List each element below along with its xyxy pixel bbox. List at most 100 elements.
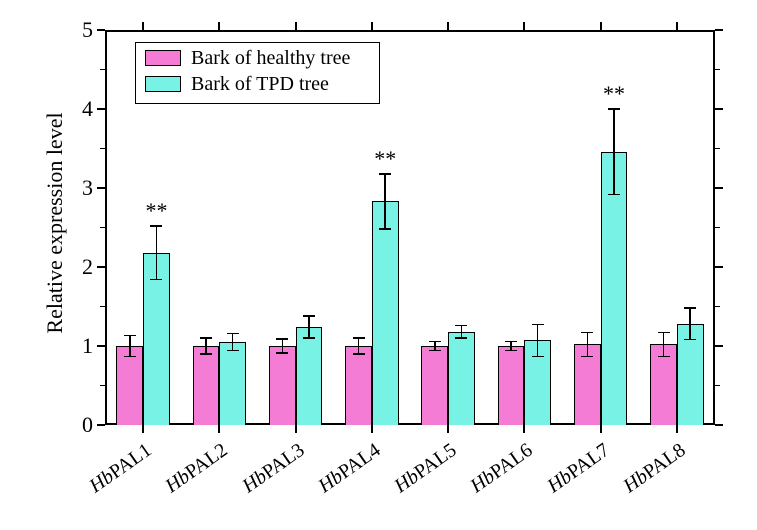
y-tick-label: 5 bbox=[82, 17, 93, 43]
y-minor-tick bbox=[715, 306, 720, 308]
y-minor-tick bbox=[100, 148, 105, 150]
error-bar bbox=[663, 333, 665, 357]
y-tick bbox=[715, 345, 723, 347]
error-bar bbox=[613, 109, 615, 194]
y-tick bbox=[97, 29, 105, 31]
x-tick-label: HbPAL1 bbox=[85, 439, 156, 498]
x-tick bbox=[676, 425, 678, 433]
error-bar bbox=[587, 333, 589, 357]
bar bbox=[269, 346, 296, 425]
x-tick bbox=[142, 425, 144, 433]
error-bar bbox=[384, 174, 386, 229]
x-tick-label: HbPAL4 bbox=[314, 439, 385, 498]
x-tick bbox=[600, 22, 602, 30]
error-bar bbox=[129, 336, 131, 357]
error-cap bbox=[353, 337, 365, 339]
y-tick bbox=[715, 108, 723, 110]
error-bar bbox=[282, 339, 284, 353]
x-tick-label: HbPAL5 bbox=[390, 439, 461, 498]
legend-label: Bark of TPD tree bbox=[191, 73, 329, 96]
bar bbox=[421, 346, 448, 425]
error-cap bbox=[608, 108, 620, 110]
bar bbox=[296, 327, 323, 425]
y-minor-tick bbox=[100, 306, 105, 308]
x-tick-label: HbPAL8 bbox=[619, 439, 690, 498]
error-cap bbox=[608, 194, 620, 196]
bar bbox=[372, 201, 399, 425]
error-cap bbox=[429, 341, 441, 343]
expression-bar-chart: { "chart": { "type": "bar", "width_px": … bbox=[0, 0, 757, 530]
x-tick bbox=[447, 22, 449, 30]
error-cap bbox=[200, 353, 212, 355]
error-cap bbox=[429, 350, 441, 352]
legend-label: Bark of healthy tree bbox=[191, 47, 350, 70]
error-cap bbox=[303, 337, 315, 339]
x-tick bbox=[295, 425, 297, 433]
bar bbox=[219, 342, 246, 425]
error-cap bbox=[658, 332, 670, 334]
bar bbox=[193, 346, 220, 425]
error-cap bbox=[124, 356, 136, 358]
significance-marker: ** bbox=[594, 81, 634, 107]
x-tick bbox=[371, 425, 373, 433]
y-tick-label: 3 bbox=[82, 175, 93, 201]
bar bbox=[498, 346, 525, 425]
error-cap bbox=[505, 350, 517, 352]
error-cap bbox=[455, 325, 467, 327]
y-tick bbox=[715, 424, 723, 426]
legend-swatch bbox=[145, 50, 181, 66]
error-cap bbox=[150, 225, 162, 227]
y-minor-tick bbox=[715, 227, 720, 229]
error-cap bbox=[227, 333, 239, 335]
error-cap bbox=[658, 356, 670, 358]
y-tick bbox=[97, 108, 105, 110]
y-tick bbox=[97, 345, 105, 347]
x-tick bbox=[371, 22, 373, 30]
y-minor-tick bbox=[100, 385, 105, 387]
bar bbox=[116, 346, 143, 425]
x-tick-label: HbPAL7 bbox=[543, 439, 614, 498]
y-minor-tick bbox=[100, 69, 105, 71]
error-bar bbox=[232, 333, 234, 350]
error-bar bbox=[689, 308, 691, 340]
error-cap bbox=[150, 279, 162, 281]
error-cap bbox=[276, 352, 288, 354]
x-tick-label: HbPAL3 bbox=[238, 439, 309, 498]
error-bar bbox=[537, 325, 539, 357]
y-tick-label: 0 bbox=[82, 412, 93, 438]
error-cap bbox=[455, 337, 467, 339]
error-cap bbox=[684, 339, 696, 341]
error-cap bbox=[684, 307, 696, 309]
y-tick-label: 4 bbox=[82, 96, 93, 122]
x-tick bbox=[523, 22, 525, 30]
y-axis-title: Relative expression level bbox=[42, 98, 68, 348]
x-tick bbox=[142, 22, 144, 30]
y-minor-tick bbox=[100, 227, 105, 229]
x-tick-label: HbPAL2 bbox=[162, 439, 233, 498]
error-bar bbox=[358, 338, 360, 354]
error-cap bbox=[303, 315, 315, 317]
y-minor-tick bbox=[715, 148, 720, 150]
y-tick bbox=[715, 266, 723, 268]
y-minor-tick bbox=[715, 69, 720, 71]
x-tick bbox=[218, 22, 220, 30]
error-cap bbox=[581, 332, 593, 334]
y-tick bbox=[715, 187, 723, 189]
error-cap bbox=[505, 341, 517, 343]
error-bar bbox=[461, 325, 463, 338]
x-tick bbox=[676, 22, 678, 30]
error-cap bbox=[379, 173, 391, 175]
y-axis-title-text: Relative expression level bbox=[42, 112, 67, 333]
y-tick bbox=[715, 29, 723, 31]
error-cap bbox=[379, 228, 391, 230]
error-cap bbox=[276, 338, 288, 340]
error-cap bbox=[532, 324, 544, 326]
error-bar bbox=[308, 316, 310, 338]
y-tick-label: 1 bbox=[82, 333, 93, 359]
error-cap bbox=[227, 350, 239, 352]
x-tick-label: HbPAL6 bbox=[467, 439, 538, 498]
error-bar bbox=[205, 338, 207, 354]
significance-marker: ** bbox=[136, 198, 176, 224]
error-cap bbox=[581, 356, 593, 358]
x-tick bbox=[447, 425, 449, 433]
